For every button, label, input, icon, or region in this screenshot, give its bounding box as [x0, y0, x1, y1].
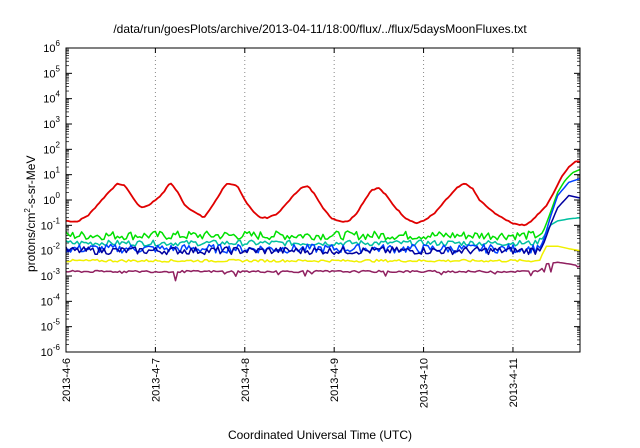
y-tick-label: 10-4	[41, 292, 61, 308]
y-tick-label: 102	[43, 140, 60, 156]
x-tick-label: 2013-4-8	[240, 358, 252, 402]
y-tick-label: 100	[43, 191, 60, 207]
series-line-6	[65, 261, 581, 282]
series-line-0	[65, 160, 581, 227]
y-tick-exponent: -3	[53, 267, 61, 276]
series-line-3	[65, 177, 581, 254]
y-axis-title-suffix: -s-sr-MeV	[24, 155, 38, 209]
series-line-1	[65, 168, 581, 241]
y-tick-label: 10-1	[41, 216, 61, 232]
y-tick-label: 10-5	[41, 318, 61, 334]
x-tick-label: 2013-4-7	[150, 358, 162, 402]
y-tick-base: 10	[41, 347, 53, 359]
y-tick-base: 10	[41, 296, 53, 308]
y-tick-exponent: 5	[56, 64, 61, 73]
y-tick-label: 101	[43, 166, 60, 182]
series-line-4	[65, 194, 581, 256]
y-axis-title-sup: 2	[23, 208, 32, 213]
y-tick-base: 10	[43, 170, 55, 182]
series-line-5	[65, 245, 581, 263]
y-tick-base: 10	[43, 94, 55, 106]
y-tick-label: 10-2	[41, 242, 61, 258]
x-tick-label: 2013-4-10	[419, 358, 431, 408]
x-tick-label: 2013-4-6	[61, 358, 73, 402]
y-tick-exponent: 2	[56, 140, 61, 149]
x-axis-title: Coordinated Universal Time (UTC)	[227, 428, 413, 442]
y-tick-base: 10	[43, 144, 55, 156]
y-tick-exponent: -1	[53, 216, 61, 225]
y-axis-title-prefix: protons/cm	[24, 212, 38, 272]
y-tick-base: 10	[43, 195, 55, 207]
y-tick-label: 105	[43, 64, 60, 80]
y-tick-exponent: 1	[56, 166, 61, 175]
y-tick-base: 10	[43, 43, 55, 55]
y-axis-title: protons/cm2-s-sr-MeV	[23, 156, 38, 272]
y-tick-exponent: -6	[53, 343, 61, 352]
x-tick-label: 2013-4-11	[508, 358, 520, 407]
y-tick-base: 10	[41, 220, 53, 232]
y-tick-exponent: 3	[56, 115, 61, 124]
y-tick-label: 103	[43, 115, 60, 131]
plot-frame	[65, 47, 581, 353]
chart-title: /data/run/goesPlots/archive/2013-04-11/1…	[113, 22, 527, 36]
y-tick-exponent: -2	[53, 242, 61, 251]
y-tick-exponent: 6	[56, 39, 61, 48]
y-tick-label: 10-3	[41, 267, 61, 283]
y-tick-label: 104	[43, 90, 60, 106]
x-tick-label: 2013-4-9	[329, 358, 341, 402]
y-tick-exponent: -5	[53, 318, 61, 327]
y-tick-label: 106	[43, 39, 60, 55]
y-tick-base: 10	[43, 68, 55, 80]
y-tick-exponent: 0	[56, 191, 61, 200]
y-tick-exponent: -4	[53, 292, 61, 301]
y-tick-label: 10-6	[41, 343, 61, 359]
y-tick-exponent: 4	[56, 90, 61, 99]
y-tick-base: 10	[43, 119, 55, 131]
y-tick-base: 10	[41, 322, 53, 334]
series-line-2	[65, 216, 581, 247]
y-tick-base: 10	[41, 271, 53, 283]
y-tick-base: 10	[41, 246, 53, 258]
